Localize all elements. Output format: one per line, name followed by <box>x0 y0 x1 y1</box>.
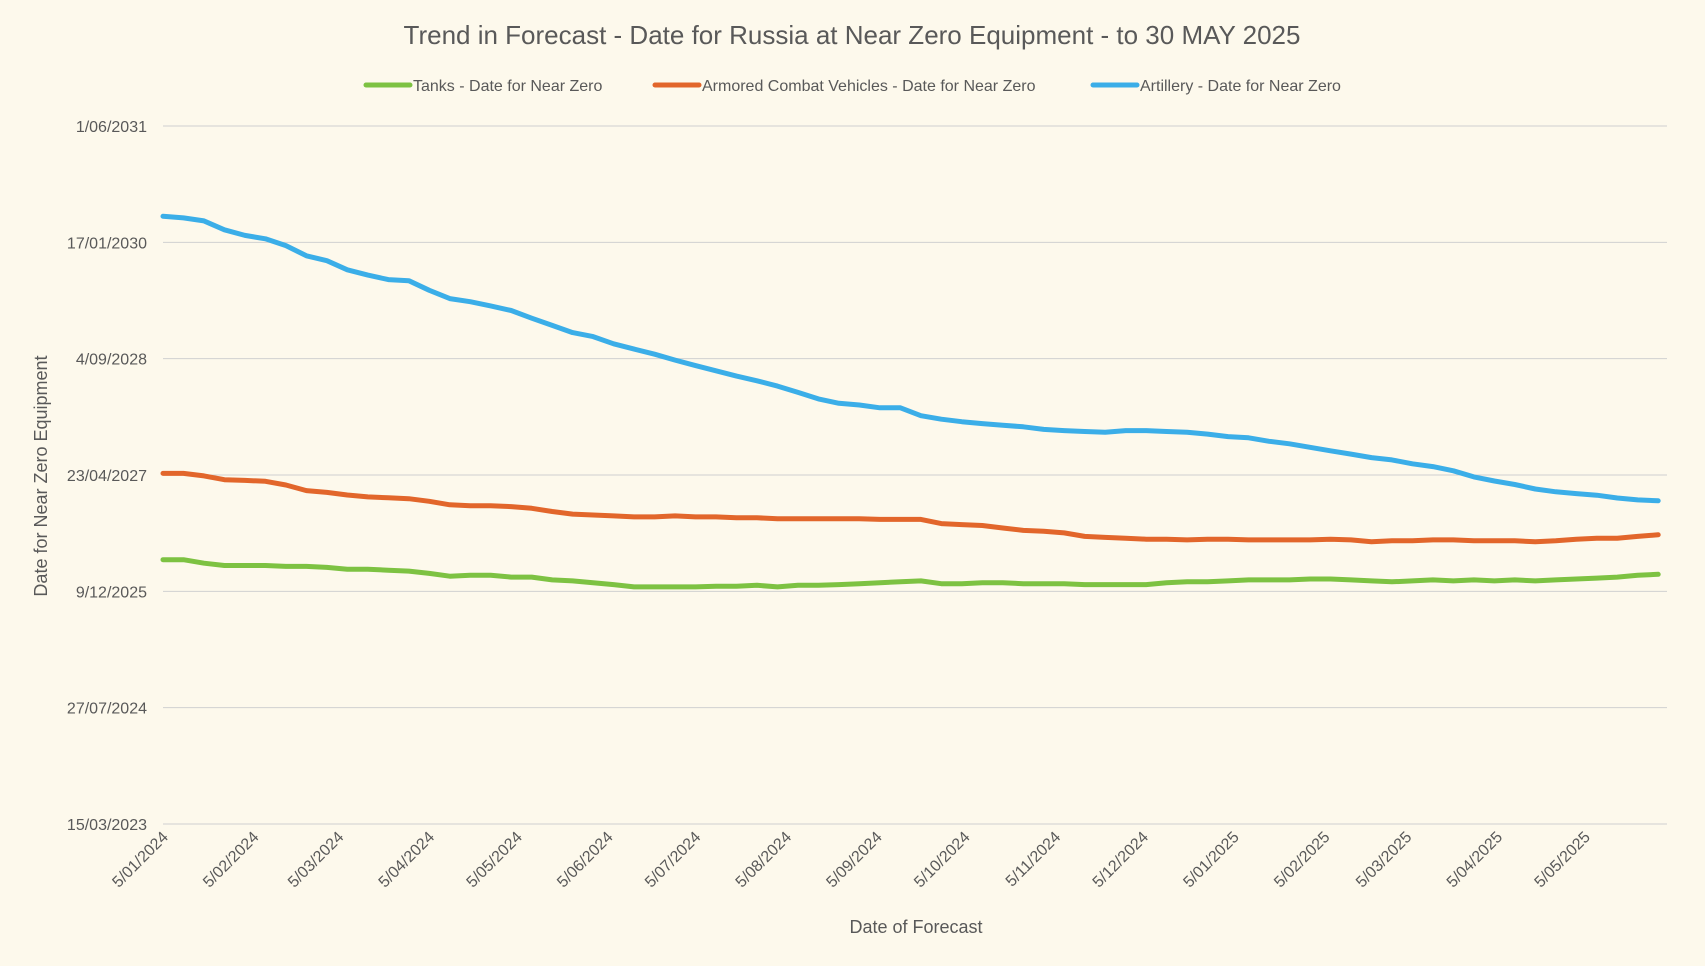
legend-label: Artillery - Date for Near Zero <box>1140 78 1341 95</box>
legend: Tanks - Date for Near Zero Armored Combat… <box>363 78 1341 95</box>
y-tick-label: 23/04/2027 <box>67 468 147 485</box>
legend-label: Tanks - Date for Near Zero <box>413 78 603 95</box>
y-axis-title: Date for Near Zero Equipment <box>31 355 51 596</box>
y-tick-label: 15/03/2023 <box>67 817 147 834</box>
gridlines <box>163 125 1667 825</box>
y-tick-label: 27/07/2024 <box>67 701 147 718</box>
chart-title: Trend in Forecast - Date for Russia at N… <box>404 20 1301 50</box>
y-tick-label: 4/09/2028 <box>76 352 147 369</box>
y-tick-label: 17/01/2030 <box>67 235 147 252</box>
y-tick-label: 9/12/2025 <box>76 584 147 601</box>
x-axis-title: Date of Forecast <box>849 917 982 937</box>
series-line-1 <box>160 557 1661 590</box>
series-layer <box>160 213 1661 590</box>
y-tick-label: 1/06/2031 <box>76 119 147 136</box>
y-axis-ticks: 15/03/2023 27/07/2024 9/12/2025 23/04/2027 4… <box>67 119 147 834</box>
legend-label: Armored Combat Vehicles - Date for Near … <box>702 78 1036 95</box>
series-line-3 <box>160 213 1661 504</box>
series-line-2 <box>160 470 1661 545</box>
